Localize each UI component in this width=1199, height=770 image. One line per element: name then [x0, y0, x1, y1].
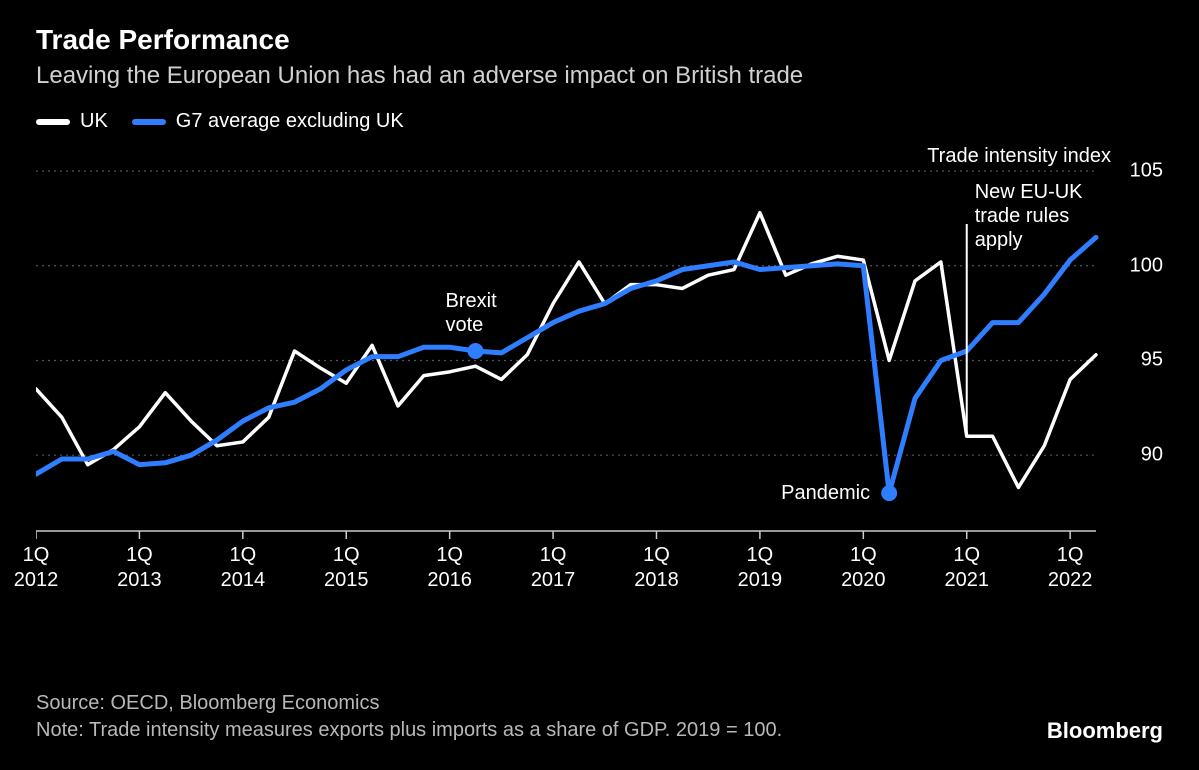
chart-area: Trade intensity index 9095100105 1Q20121…: [36, 151, 1163, 591]
x-tick-label: 1Q2022: [1048, 543, 1093, 593]
chart-subtitle: Leaving the European Union has had an ad…: [36, 62, 1163, 90]
legend-label: UK: [80, 110, 108, 133]
x-tick-label: 1Q2021: [944, 543, 989, 593]
x-tick-label: 1Q2019: [738, 543, 783, 593]
x-tick-label: 1Q2013: [117, 543, 162, 593]
note-line: Note: Trade intensity measures exports p…: [36, 717, 956, 744]
y-tick-label: 95: [1141, 349, 1163, 372]
x-tick-label: 1Q2014: [221, 543, 266, 593]
x-tick-label: 1Q2017: [531, 543, 576, 593]
legend-swatch: [36, 119, 70, 125]
y-tick-label: 100: [1130, 254, 1163, 277]
x-tick-label: 1Q2016: [427, 543, 472, 593]
y-tick-label: 105: [1130, 160, 1163, 183]
legend-swatch: [132, 119, 166, 125]
legend-item-uk: UK: [36, 110, 108, 133]
brand-logo: Bloomberg: [1047, 718, 1163, 744]
x-tick-label: 1Q2015: [324, 543, 369, 593]
legend: UK G7 average excluding UK: [36, 110, 1163, 133]
chart-title: Trade Performance: [36, 24, 1163, 56]
x-tick-label: 1Q2020: [841, 543, 886, 593]
annotation-new-rules: New EU-UKtrade rulesapply: [975, 180, 1083, 252]
annotation-pandemic: Pandemic: [781, 481, 870, 505]
x-tick-label: 1Q2018: [634, 543, 679, 593]
annotation-brexit: Brexitvote: [446, 289, 497, 337]
legend-item-g7: G7 average excluding UK: [132, 110, 404, 133]
y-tick-label: 90: [1141, 444, 1163, 467]
x-tick-label: 1Q2012: [14, 543, 59, 593]
footer: Source: OECD, Bloomberg Economics Note: …: [36, 690, 1163, 744]
legend-label: G7 average excluding UK: [176, 110, 404, 133]
source-line: Source: OECD, Bloomberg Economics: [36, 690, 956, 717]
